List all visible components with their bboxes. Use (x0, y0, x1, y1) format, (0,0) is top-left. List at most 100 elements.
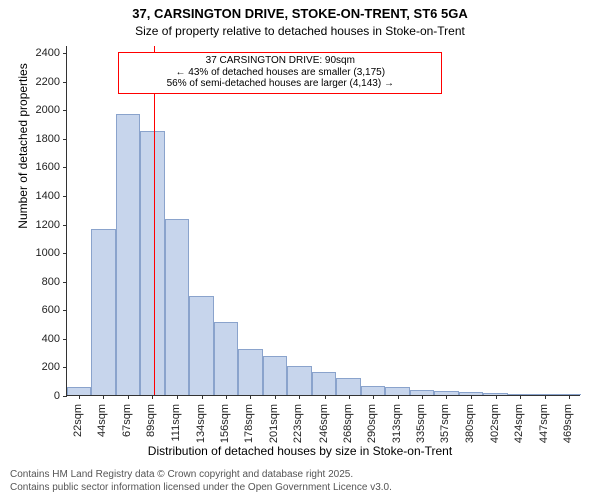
histogram-bar (189, 296, 213, 395)
x-tick (325, 395, 326, 399)
y-tick-label: 1000 (0, 247, 60, 259)
y-tick-label: 1200 (0, 219, 60, 231)
histogram-bar (91, 229, 115, 395)
x-tick-label: 424sqm (513, 404, 525, 443)
x-tick-label: 469sqm (562, 404, 574, 443)
x-tick-label: 156sqm (219, 404, 231, 443)
x-tick (446, 395, 447, 399)
marker-line (154, 46, 155, 395)
footer-attribution: Contains HM Land Registry data © Crown c… (10, 469, 392, 494)
y-tick-label: 1400 (0, 190, 60, 202)
y-tick (63, 110, 67, 111)
x-tick-label: 335sqm (415, 404, 427, 443)
x-tick (299, 395, 300, 399)
x-tick-label: 67sqm (121, 404, 133, 437)
histogram-bar (557, 394, 581, 395)
histogram-bar (116, 114, 140, 395)
x-tick (202, 395, 203, 399)
x-tick (275, 395, 276, 399)
y-tick (63, 225, 67, 226)
y-tick (63, 139, 67, 140)
histogram-bar (508, 394, 532, 395)
chart-subtitle: Size of property relative to detached ho… (0, 24, 600, 38)
info-line-1: 37 CARSINGTON DRIVE: 90sqm (125, 55, 435, 67)
y-tick (63, 167, 67, 168)
histogram-bar (214, 322, 238, 395)
y-tick (63, 396, 67, 397)
y-tick-label: 1600 (0, 161, 60, 173)
x-tick (128, 395, 129, 399)
x-tick (520, 395, 521, 399)
footer-line-2: Contains public sector information licen… (10, 482, 392, 495)
histogram-bar (410, 390, 434, 395)
x-tick (226, 395, 227, 399)
histogram-bar (67, 387, 91, 395)
x-tick (545, 395, 546, 399)
y-tick-label: 800 (0, 276, 60, 288)
figure: 37, CARSINGTON DRIVE, STOKE-ON-TRENT, ST… (0, 0, 600, 500)
x-tick (569, 395, 570, 399)
y-tick (63, 367, 67, 368)
y-tick (63, 253, 67, 254)
histogram-bar (238, 349, 262, 395)
x-tick (79, 395, 80, 399)
x-tick (152, 395, 153, 399)
x-tick (398, 395, 399, 399)
x-tick (373, 395, 374, 399)
x-tick-label: 290sqm (366, 404, 378, 443)
x-tick (496, 395, 497, 399)
y-tick (63, 53, 67, 54)
info-line-2: ← 43% of detached houses are smaller (3,… (125, 67, 435, 79)
y-tick-label: 400 (0, 333, 60, 345)
x-tick-label: 89sqm (145, 404, 157, 437)
x-tick-label: 111sqm (170, 404, 182, 442)
histogram-bar (361, 386, 385, 395)
histogram-bar (532, 394, 556, 395)
histogram-bar (165, 219, 189, 395)
y-tick-label: 2200 (0, 76, 60, 88)
chart-title: 37, CARSINGTON DRIVE, STOKE-ON-TRENT, ST… (0, 6, 600, 21)
x-tick (250, 395, 251, 399)
plot-area: 37 CARSINGTON DRIVE: 90sqm← 43% of detac… (66, 46, 580, 396)
y-tick (63, 339, 67, 340)
x-tick-label: 246sqm (318, 404, 330, 443)
x-tick-label: 268sqm (342, 404, 354, 443)
histogram-bar (312, 372, 336, 395)
y-tick (63, 82, 67, 83)
x-tick-label: 402sqm (489, 404, 501, 443)
histogram-bar (385, 387, 409, 395)
histogram-bar (263, 356, 287, 395)
info-box: 37 CARSINGTON DRIVE: 90sqm← 43% of detac… (118, 52, 442, 94)
histogram-bar (287, 366, 311, 395)
histogram-bar (336, 378, 360, 395)
x-tick-label: 380sqm (464, 404, 476, 443)
info-line-3: 56% of semi-detached houses are larger (… (125, 78, 435, 90)
y-tick (63, 282, 67, 283)
footer-line-1: Contains HM Land Registry data © Crown c… (10, 469, 392, 482)
x-tick-label: 447sqm (538, 404, 550, 443)
histogram-bar (459, 392, 483, 395)
x-axis-label: Distribution of detached houses by size … (0, 444, 600, 458)
x-tick (177, 395, 178, 399)
y-tick-label: 0 (0, 390, 60, 402)
y-tick-label: 2000 (0, 104, 60, 116)
x-tick-label: 134sqm (195, 404, 207, 443)
x-tick-label: 178sqm (243, 404, 255, 443)
x-tick (103, 395, 104, 399)
x-tick-label: 44sqm (96, 404, 108, 437)
histogram-bar (483, 393, 507, 395)
x-tick (349, 395, 350, 399)
x-tick (471, 395, 472, 399)
x-tick-label: 313sqm (391, 404, 403, 443)
y-tick (63, 310, 67, 311)
y-tick-label: 600 (0, 304, 60, 316)
y-tick-label: 2400 (0, 47, 60, 59)
y-tick-label: 200 (0, 361, 60, 373)
x-tick-label: 201sqm (268, 404, 280, 443)
x-tick-label: 357sqm (439, 404, 451, 443)
y-tick-label: 1800 (0, 133, 60, 145)
histogram-bar (434, 391, 458, 395)
x-tick-label: 22sqm (72, 404, 84, 437)
y-tick (63, 196, 67, 197)
x-tick-label: 223sqm (292, 404, 304, 443)
